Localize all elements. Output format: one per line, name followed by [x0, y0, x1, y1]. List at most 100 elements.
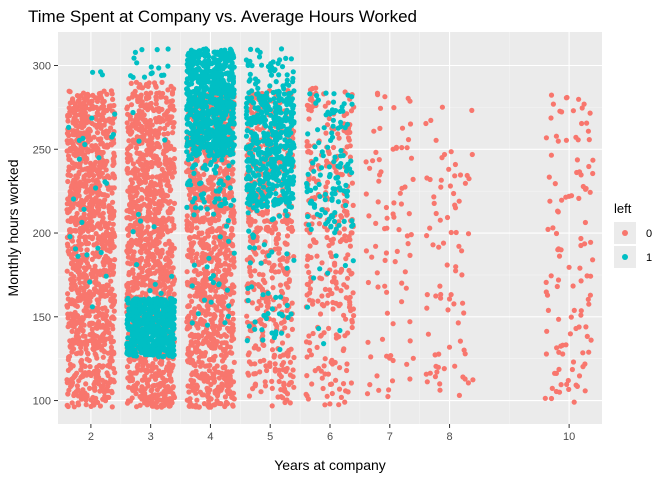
- data-point: [559, 382, 564, 387]
- data-point: [185, 253, 190, 258]
- data-point: [205, 379, 210, 384]
- data-point: [411, 177, 416, 182]
- data-point: [164, 217, 169, 222]
- data-point: [549, 273, 554, 278]
- data-point: [383, 258, 388, 263]
- data-point: [82, 265, 87, 270]
- data-point: [211, 240, 216, 245]
- data-point: [588, 240, 593, 245]
- data-point: [224, 382, 229, 387]
- data-point: [79, 364, 84, 369]
- data-point: [103, 336, 108, 341]
- data-point: [164, 113, 169, 118]
- data-point: [394, 145, 399, 150]
- data-point: [434, 138, 439, 143]
- data-point: [186, 389, 191, 394]
- data-point: [165, 131, 170, 136]
- data-point: [304, 392, 309, 397]
- data-point: [252, 268, 257, 273]
- data-point: [329, 254, 334, 259]
- data-point: [186, 398, 191, 403]
- data-point: [304, 339, 309, 344]
- data-point: [206, 405, 211, 410]
- data-point: [377, 126, 382, 131]
- data-point: [166, 201, 171, 206]
- data-point: [405, 145, 410, 150]
- data-point: [68, 138, 73, 143]
- data-point: [189, 248, 194, 253]
- data-point: [257, 299, 262, 304]
- data-point: [330, 306, 335, 311]
- data-point: [366, 280, 371, 285]
- data-point: [129, 204, 134, 209]
- data-point: [409, 232, 414, 237]
- data-point: [78, 298, 83, 303]
- data-point: [106, 129, 111, 134]
- data-point: [309, 255, 314, 260]
- data-point: [149, 365, 154, 370]
- data-point: [127, 289, 132, 294]
- data-point: [289, 225, 294, 230]
- data-point: [349, 271, 354, 276]
- data-point: [148, 182, 153, 187]
- data-point: [159, 359, 164, 364]
- data-point: [366, 213, 371, 218]
- data-point: [158, 95, 163, 100]
- data-point: [452, 364, 457, 369]
- data-point: [88, 338, 93, 343]
- data-point: [382, 94, 387, 99]
- data-point: [212, 312, 217, 317]
- data-point: [76, 98, 81, 103]
- data-point: [151, 265, 156, 270]
- data-point: [585, 334, 590, 339]
- data-point: [70, 329, 75, 334]
- data-point: [81, 115, 86, 120]
- data-point: [169, 333, 174, 338]
- data-point: [403, 269, 408, 274]
- data-point: [102, 197, 107, 202]
- data-point: [138, 359, 143, 364]
- data-point: [162, 126, 167, 131]
- data-point: [408, 338, 413, 343]
- data-point: [198, 390, 203, 395]
- data-point: [433, 374, 438, 379]
- data-point: [83, 190, 88, 195]
- data-point: [138, 403, 143, 408]
- data-point: [89, 148, 94, 153]
- data-point: [93, 380, 98, 385]
- data-point: [98, 171, 103, 176]
- data-point: [453, 205, 458, 210]
- data-point: [453, 264, 458, 269]
- data-point: [90, 121, 95, 126]
- data-point: [261, 343, 266, 348]
- data-point: [201, 330, 206, 335]
- data-point: [205, 282, 210, 287]
- data-point: [191, 310, 196, 315]
- data-point: [71, 143, 76, 148]
- data-point: [385, 394, 390, 399]
- data-point: [291, 367, 296, 372]
- data-point: [112, 298, 117, 303]
- data-point: [279, 321, 284, 326]
- data-point: [582, 241, 587, 246]
- data-point: [139, 282, 144, 287]
- data-point: [75, 211, 80, 216]
- data-point: [68, 89, 73, 94]
- data-point: [327, 151, 332, 156]
- data-point: [202, 374, 207, 379]
- data-point: [432, 201, 437, 206]
- data-point: [124, 106, 129, 111]
- data-point: [73, 246, 78, 251]
- data-point: [97, 164, 102, 169]
- data-point: [185, 326, 190, 331]
- data-point: [576, 137, 581, 142]
- data-point: [126, 145, 131, 150]
- data-point: [204, 242, 209, 247]
- data-point: [110, 190, 115, 195]
- data-point: [151, 383, 156, 388]
- data-point: [89, 116, 94, 121]
- data-point: [153, 212, 158, 217]
- data-point: [167, 167, 172, 172]
- data-point: [556, 350, 561, 355]
- data-point: [83, 167, 88, 172]
